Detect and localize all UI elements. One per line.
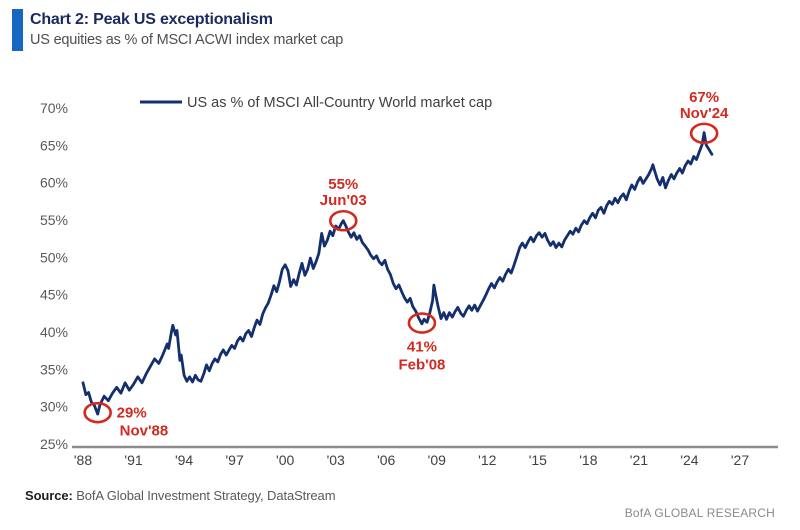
y-axis-label: 70% (40, 100, 68, 116)
x-axis-label: '24 (680, 452, 698, 468)
annotation-value: 67% (689, 89, 719, 106)
annotation-value: 55% (328, 176, 358, 193)
annotation-date: Nov'88 (120, 423, 169, 440)
y-axis-label: 45% (40, 287, 68, 303)
x-axis-label: '97 (225, 452, 243, 468)
y-axis-label: 60% (40, 175, 68, 191)
x-axis-label: '91 (124, 452, 142, 468)
data-line-us-share (81, 131, 714, 416)
x-axis-label: '12 (478, 452, 496, 468)
chart-area: 25% 30% 35% 40% 45% 50% 55% 60% 65% 70% '88 '91 '94 '… (0, 60, 800, 470)
annotation-date: Nov'24 (680, 105, 729, 122)
annotation-ellipse (689, 122, 719, 145)
annotation-date: Jun'03 (320, 192, 367, 209)
annotation-ellipse (407, 312, 437, 334)
y-axis-label: 40% (40, 324, 68, 340)
y-axis-label: 35% (40, 361, 68, 377)
y-axis-label: 50% (40, 249, 68, 265)
x-axis-label: '88 (74, 452, 92, 468)
x-axis-label: '18 (579, 452, 597, 468)
x-axis-label: '09 (428, 452, 446, 468)
chart-canvas: 25% 30% 35% 40% 45% 50% 55% 60% 65% 70% '88 '91 '94 '… (40, 89, 778, 468)
annotation-ellipse (83, 401, 112, 424)
source-line: Source: BofA Global Investment Strategy,… (25, 488, 336, 503)
chart-header: Chart 2: Peak US exceptionalism US equit… (12, 9, 343, 51)
x-axis-label: '94 (175, 452, 193, 468)
chart-subtitle: US equities as % of MSCI ACWI index mark… (30, 32, 344, 48)
title-accent-bar (12, 9, 23, 51)
x-axis-label: '00 (276, 452, 294, 468)
brand-footer: BofA GLOBAL RESEARCH (624, 506, 775, 520)
y-axis-label: 30% (40, 399, 68, 415)
legend-label: US as % of MSCI All-Country World market… (187, 95, 492, 111)
y-axis-label: 25% (40, 436, 68, 452)
x-axis-label: '03 (327, 452, 345, 468)
y-axis-label: 65% (40, 137, 68, 153)
annotation-ellipse (328, 209, 358, 232)
x-axis-label: '06 (377, 452, 395, 468)
annotation-value: 41% (407, 339, 437, 356)
chart-title: Chart 2: Peak US exceptionalism (30, 11, 273, 28)
y-axis-label: 55% (40, 212, 68, 228)
annotation-date: Feb'08 (398, 357, 445, 374)
x-axis-label: '21 (630, 452, 648, 468)
x-axis-label: '27 (731, 452, 749, 468)
x-axis-label: '15 (529, 452, 547, 468)
source-label: Source: (25, 488, 73, 503)
annotation-value: 29% (117, 405, 147, 422)
source-text: BofA Global Investment Strategy, DataStr… (76, 488, 336, 503)
